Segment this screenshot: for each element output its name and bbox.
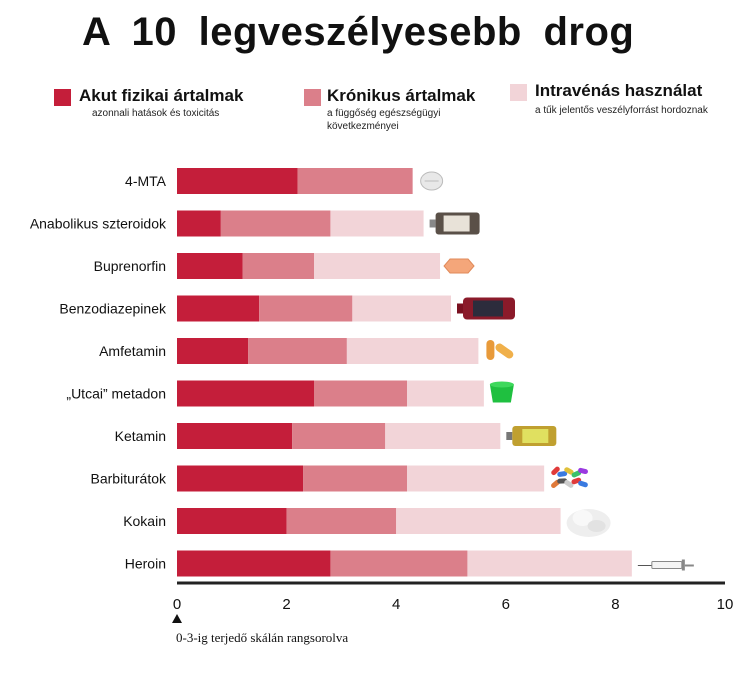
bar-segment-1-1: [220, 210, 331, 237]
x-tick-label-1: 2: [282, 596, 290, 613]
tablet-icon: [443, 258, 475, 274]
bar-segment-0-3: [177, 295, 260, 322]
syringe-icon: [637, 559, 694, 571]
legend-desc-iv: a tűk jelentős veszélyforrást hordoznak: [535, 105, 708, 116]
capsule-icon: [486, 340, 514, 360]
bar-segment-1-8: [286, 508, 397, 534]
bar-segment-2-3: [352, 295, 451, 322]
bar-segment-0-8: [177, 508, 287, 534]
bar-segment-0-9: [177, 550, 331, 577]
vial-icon: [429, 212, 480, 235]
bar-segment-1-6: [292, 423, 386, 449]
category-label-9: Heroin: [125, 556, 166, 572]
x-tick-label-4: 8: [611, 596, 619, 613]
ketamine-vial-icon: [506, 426, 557, 446]
bottle-icon: [457, 297, 515, 320]
category-label-3: Benzodiazepinek: [59, 301, 167, 317]
bar-segment-0-2: [177, 253, 243, 279]
bar-segment-1-9: [330, 550, 468, 577]
bar-segment-2-8: [396, 508, 561, 534]
category-label-7: Barbiturátok: [91, 471, 167, 487]
bar-segment-2-7: [407, 465, 545, 492]
bar-segment-0-1: [177, 210, 221, 237]
x-tick-label-3: 6: [502, 596, 510, 613]
bar-segment-0-5: [177, 380, 314, 407]
legend-swatch-acute: [54, 89, 71, 106]
pill-icon: [420, 171, 444, 191]
legend-label-acute: Akut fizikai ártalmak: [79, 86, 244, 105]
category-label-5: „Utcai” metadon: [66, 386, 166, 402]
bar-segment-0-4: [177, 338, 249, 364]
bar-segment-2-1: [330, 210, 424, 237]
bar-segment-1-2: [242, 253, 314, 279]
bar-segment-0-6: [177, 423, 293, 449]
x-tick-label-5: 10: [717, 596, 734, 613]
syrup-cup-icon: [489, 381, 514, 403]
category-label-1: Anabolikus szteroidok: [30, 216, 167, 232]
bar-segment-1-0: [297, 168, 413, 194]
scale-note: 0-3-ig terjedő skálán rangsorolva: [176, 630, 349, 645]
category-label-8: Kokain: [123, 513, 166, 529]
bar-segment-2-9: [467, 550, 632, 577]
scale-note-arrow-icon: [172, 614, 182, 623]
powder-icon: [566, 509, 611, 537]
bar-segment-2-5: [407, 380, 484, 407]
x-tick-label-0: 0: [173, 596, 181, 613]
category-label-2: Buprenorfin: [94, 258, 166, 274]
category-label-6: Ketamin: [115, 428, 166, 444]
legend-swatch-chronic: [304, 89, 321, 106]
x-tick-label-2: 4: [392, 596, 400, 613]
bar-segment-2-6: [385, 423, 501, 449]
bar-segment-1-7: [303, 465, 408, 492]
bar-segment-1-4: [248, 338, 347, 364]
legend-swatch-iv: [510, 84, 527, 101]
legend-label-iv: Intravénás használat: [535, 81, 703, 100]
bar-segment-0-7: [177, 465, 304, 492]
bar-segment-1-5: [314, 380, 408, 407]
legend-label-chronic: Krónikus ártalmak: [327, 86, 476, 105]
legend-desc-acute: azonnali hatások és toxicitás: [92, 108, 220, 119]
pills-pile-icon: [551, 466, 588, 488]
bar-segment-2-2: [314, 253, 441, 279]
bar-segment-0-0: [177, 168, 298, 194]
legend-desc-chronic: a függőség egészségügyi következményei: [327, 108, 441, 132]
bar-segment-1-3: [259, 295, 353, 322]
chart-title: A 10 legveszélyesebb drog: [82, 10, 635, 54]
bar-segment-2-4: [346, 338, 479, 364]
category-label-0: 4-MTA: [125, 173, 167, 189]
category-label-4: Amfetamin: [99, 343, 166, 359]
